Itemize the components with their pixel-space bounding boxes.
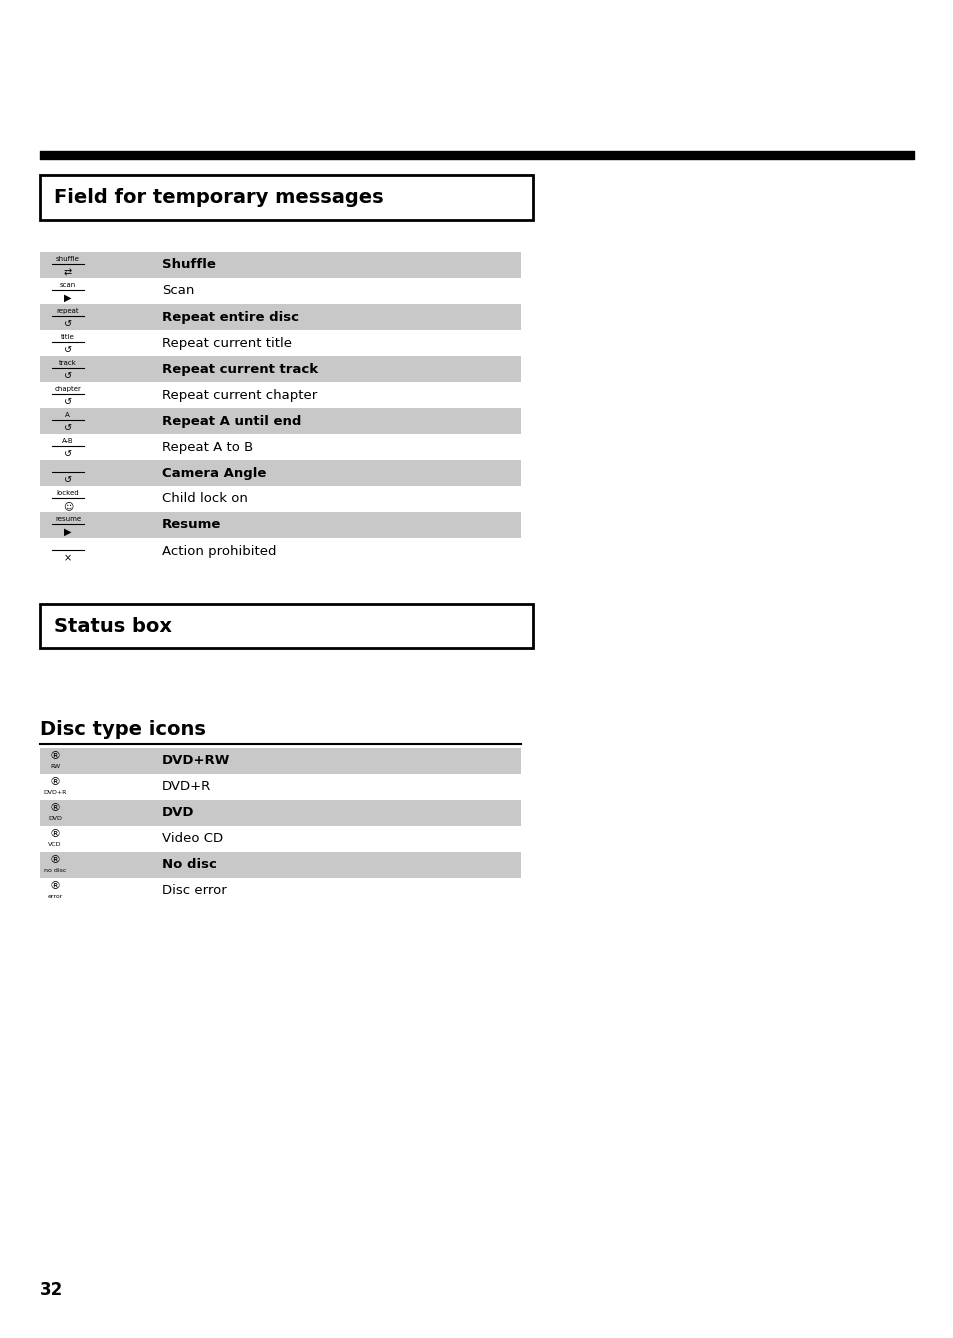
Bar — [40, 748, 520, 773]
Text: Resume: Resume — [162, 519, 221, 531]
Text: ↺: ↺ — [64, 423, 72, 434]
Text: Child lock on: Child lock on — [162, 492, 248, 506]
Text: ↺: ↺ — [64, 318, 72, 329]
Text: ®: ® — [50, 777, 60, 787]
Bar — [40, 603, 533, 648]
Text: Repeat current track: Repeat current track — [162, 363, 317, 376]
Bar — [40, 356, 520, 383]
Bar — [40, 852, 520, 878]
Bar — [40, 304, 520, 330]
Text: Repeat A to B: Repeat A to B — [162, 440, 253, 454]
Text: ↺: ↺ — [64, 345, 72, 355]
Text: A-B: A-B — [62, 438, 73, 444]
Text: ↺: ↺ — [64, 371, 72, 381]
Text: repeat: repeat — [56, 308, 79, 314]
Text: DVD+R: DVD+R — [43, 789, 67, 795]
Bar — [40, 800, 520, 826]
Text: ®: ® — [50, 855, 60, 864]
Text: ×: × — [64, 553, 72, 563]
Text: Camera Angle: Camera Angle — [162, 467, 266, 479]
Text: ⇄: ⇄ — [64, 268, 72, 277]
Text: Shuffle: Shuffle — [162, 258, 215, 272]
Text: Action prohibited: Action prohibited — [162, 545, 276, 558]
Text: RW: RW — [50, 764, 60, 768]
Text: scan: scan — [60, 282, 76, 288]
Text: Repeat current title: Repeat current title — [162, 336, 292, 349]
Text: Disc error: Disc error — [162, 884, 227, 898]
Text: ↺: ↺ — [64, 450, 72, 459]
Text: ®: ® — [50, 803, 60, 814]
Text: no disc: no disc — [44, 867, 66, 872]
Text: DVD: DVD — [162, 807, 194, 819]
Bar — [40, 252, 520, 278]
Text: 32: 32 — [40, 1280, 63, 1299]
Text: Scan: Scan — [162, 285, 194, 297]
Text: ↺: ↺ — [64, 397, 72, 407]
Text: ▶: ▶ — [64, 527, 71, 537]
Text: DVD+RW: DVD+RW — [162, 755, 230, 768]
Text: VCD: VCD — [49, 842, 62, 847]
Text: track: track — [59, 360, 77, 367]
Text: Status box: Status box — [54, 617, 172, 636]
Text: error: error — [48, 894, 63, 899]
Text: Repeat current chapter: Repeat current chapter — [162, 388, 317, 401]
Text: ☺: ☺ — [63, 500, 73, 511]
Bar — [40, 512, 520, 538]
Text: DVD: DVD — [48, 815, 62, 820]
Text: resume: resume — [55, 516, 81, 522]
Text: ®: ® — [50, 751, 60, 761]
Text: A.: A. — [65, 412, 71, 417]
Text: title: title — [61, 334, 74, 340]
Text: DVD+R: DVD+R — [162, 780, 211, 793]
Text: Field for temporary messages: Field for temporary messages — [54, 189, 383, 207]
Bar — [40, 408, 520, 434]
Text: shuffle: shuffle — [56, 256, 80, 262]
Text: Repeat entire disc: Repeat entire disc — [162, 310, 298, 324]
Text: Video CD: Video CD — [162, 832, 223, 846]
Text: chapter: chapter — [54, 385, 81, 392]
Text: Disc type icons: Disc type icons — [40, 720, 206, 739]
Text: No disc: No disc — [162, 859, 216, 871]
Text: ↺: ↺ — [64, 475, 72, 484]
Text: Repeat A until end: Repeat A until end — [162, 415, 301, 428]
Text: locked: locked — [56, 490, 79, 496]
Bar — [40, 175, 533, 219]
Bar — [40, 460, 520, 486]
Text: ®: ® — [50, 880, 60, 891]
Text: ®: ® — [50, 830, 60, 839]
Text: ▶: ▶ — [64, 293, 71, 302]
